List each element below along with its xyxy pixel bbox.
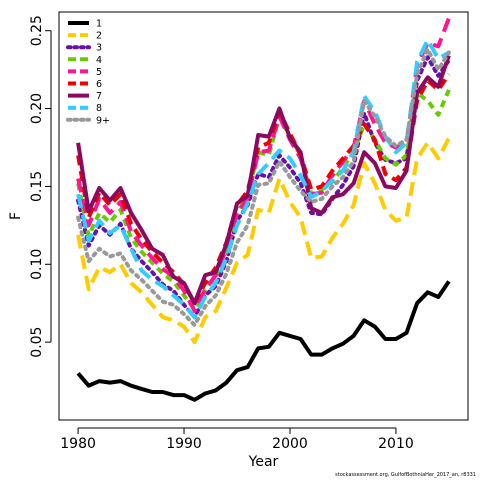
legend-label-2: 2 <box>96 31 102 42</box>
series-line-6 <box>76 73 451 306</box>
series-line-5 <box>76 17 451 313</box>
x-tick-label-2010: 2010 <box>378 436 414 452</box>
legend-label-9+: 9+ <box>96 115 110 126</box>
legend-label-6: 6 <box>96 79 102 90</box>
legend-label-7: 7 <box>96 91 102 102</box>
y-tick-label-0.10: 0.10 <box>29 249 45 280</box>
x-axis-label: Year <box>248 454 279 470</box>
axes: 1980 1990 2000 2010 0.05 0.10 0.15 0.20 0.25 Year… <box>8 11 469 470</box>
plot-frame <box>58 11 469 421</box>
y-tick-label-0.15: 0.15 <box>29 171 45 202</box>
legend-label-4: 4 <box>96 55 102 66</box>
y-tick-label-0.25: 0.25 <box>29 15 45 46</box>
series-line-7 <box>76 54 451 306</box>
series-line-9+ <box>76 47 451 327</box>
series-line-1 <box>76 280 451 402</box>
x-tick-label-1990: 1990 <box>166 436 202 452</box>
series-line-2 <box>76 137 451 345</box>
legend-label-3: 3 <box>96 43 102 54</box>
legend-label-5: 5 <box>96 67 102 78</box>
series-line-4 <box>76 89 451 312</box>
y-axis-label: F <box>8 212 24 220</box>
series-lines <box>76 17 451 402</box>
y-tick-label-0.20: 0.20 <box>29 93 45 124</box>
legend-label-1: 1 <box>96 19 102 30</box>
x-tick-label-2000: 2000 <box>272 436 308 452</box>
y-tick-label-0.05: 0.05 <box>29 327 45 358</box>
credit-text: stockassessment.org, GulfofBothniaHer_20… <box>335 472 476 478</box>
x-tick-label-1980: 1980 <box>60 436 96 452</box>
legend-label-8: 8 <box>96 103 102 114</box>
